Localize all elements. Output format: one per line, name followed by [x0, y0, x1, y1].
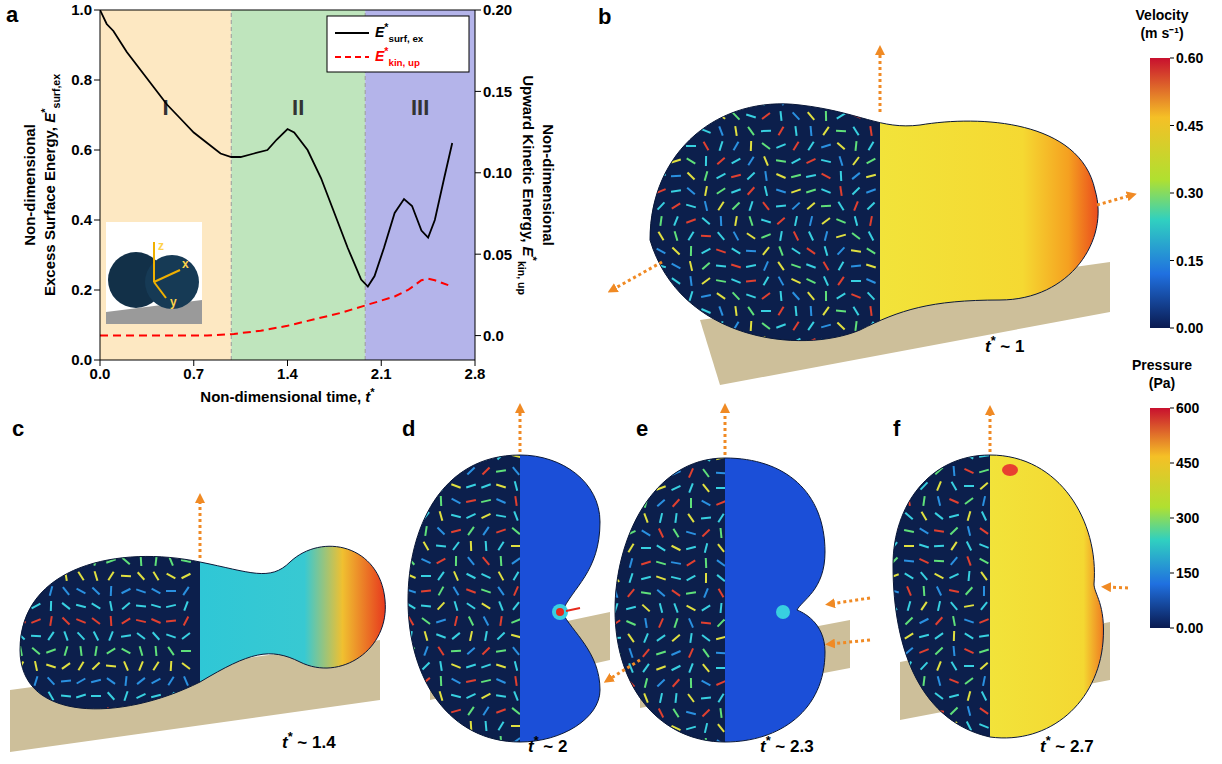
svg-text:0.0: 0.0	[90, 365, 111, 382]
svg-text:t* ~ 1.4: t* ~ 1.4	[282, 729, 336, 752]
svg-text:0.0: 0.0	[483, 327, 504, 344]
svg-text:y: y	[170, 295, 177, 309]
svg-text:600: 600	[1176, 400, 1200, 416]
svg-text:E*kin, up: E*kin, up	[375, 45, 420, 68]
svg-text:0.60: 0.60	[1176, 50, 1203, 66]
svg-text:III: III	[411, 95, 429, 120]
svg-text:0.15: 0.15	[1176, 253, 1203, 269]
svg-text:0.45: 0.45	[1176, 118, 1203, 134]
svg-text:Velocity: Velocity	[1136, 7, 1189, 23]
svg-text:0.2: 0.2	[71, 281, 92, 298]
svg-text:(Pa): (Pa)	[1149, 375, 1175, 391]
svg-text:e: e	[636, 416, 648, 441]
svg-text:c: c	[12, 416, 24, 441]
svg-text:z: z	[158, 239, 164, 253]
svg-text:Non-dimensional time, t*: Non-dimensional time, t*	[200, 386, 375, 405]
svg-text:Excess Surface Energy, E*surf,: Excess Surface Energy, E*surf,ex	[39, 74, 62, 296]
svg-text:(m s⁻¹): (m s⁻¹)	[1140, 25, 1183, 41]
svg-text:0.20: 0.20	[483, 1, 512, 18]
svg-text:0.0: 0.0	[71, 351, 92, 368]
svg-text:f: f	[893, 416, 901, 441]
svg-text:II: II	[292, 95, 304, 120]
svg-text:0.00: 0.00	[1176, 320, 1203, 336]
svg-text:0.10: 0.10	[483, 164, 512, 181]
svg-text:0.05: 0.05	[483, 246, 512, 263]
svg-text:E*surf, ex: E*surf, ex	[375, 21, 424, 44]
svg-text:t* ~ 2: t* ~ 2	[528, 733, 567, 756]
svg-text:Non-dimensional: Non-dimensional	[540, 124, 557, 246]
svg-text:Upward Kinetic Energy, E*kin,: Upward Kinetic Energy, E*kin, up	[516, 75, 539, 295]
svg-text:x: x	[182, 257, 189, 271]
svg-text:Non-dimensional: Non-dimensional	[21, 124, 38, 246]
svg-text:1.4: 1.4	[277, 365, 299, 382]
svg-text:0.30: 0.30	[1176, 185, 1203, 201]
svg-text:t* ~ 2.3: t* ~ 2.3	[760, 733, 814, 756]
svg-text:t* ~ 1: t* ~ 1	[985, 333, 1024, 356]
svg-text:d: d	[402, 416, 415, 441]
svg-text:I: I	[162, 95, 169, 120]
svg-text:300: 300	[1176, 510, 1200, 526]
svg-text:0.6: 0.6	[71, 141, 92, 158]
svg-text:Pressure: Pressure	[1132, 357, 1192, 373]
svg-text:150: 150	[1176, 565, 1200, 581]
svg-text:0.8: 0.8	[71, 71, 92, 88]
svg-text:0.15: 0.15	[483, 83, 512, 100]
svg-text:0.7: 0.7	[183, 365, 204, 382]
svg-text:a: a	[6, 2, 19, 27]
svg-text:b: b	[598, 4, 611, 29]
svg-text:t* ~ 2.7: t* ~ 2.7	[1040, 733, 1094, 756]
svg-text:450: 450	[1176, 455, 1200, 471]
svg-text:0.00: 0.00	[1176, 620, 1203, 636]
svg-text:2.1: 2.1	[371, 365, 392, 382]
svg-text:0.4: 0.4	[71, 211, 93, 228]
svg-text:2.8: 2.8	[465, 365, 486, 382]
svg-text:1.0: 1.0	[71, 1, 92, 18]
